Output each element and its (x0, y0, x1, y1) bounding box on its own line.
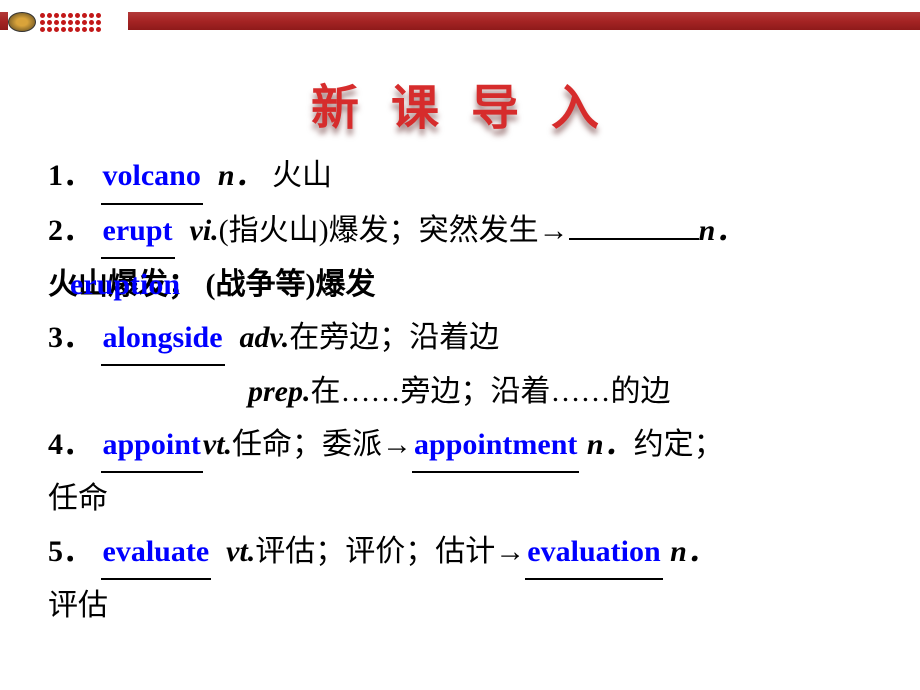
num: 3． (48, 321, 93, 354)
answer-word: erupt (101, 205, 175, 260)
answer-word: appoint (101, 419, 203, 474)
def: 约定； (634, 428, 724, 461)
pos: adv. (240, 321, 290, 354)
answer-word: alongside (101, 312, 225, 367)
slide-title: 新 课 导 入 (0, 68, 920, 138)
line-5: 5． evaluate vt.评估；评价；估计→evaluation n． (48, 526, 880, 581)
line-1: 1． volcano n． 火山 (48, 150, 880, 205)
line-3b: prep.在……旁边；沿着……的边 (248, 366, 880, 419)
def: (指火山)爆发；突然发生→ (219, 214, 569, 247)
num: 4． (48, 428, 93, 461)
num: 2． (48, 214, 93, 247)
answer-word: evaluation (525, 526, 662, 581)
answer-word: appointment (412, 419, 579, 474)
def: 评估 (48, 589, 108, 622)
pos: prep. (248, 375, 311, 408)
line-2: 2． erupt vi.(指火山)爆发；突然发生→ n． (48, 205, 880, 260)
num: 1． (48, 159, 93, 192)
pos: vt. (226, 535, 255, 568)
pos: n． (218, 159, 265, 192)
line-4: 4． appointvt.任命；委派→appointment n．约定； (48, 419, 880, 474)
def: 火山 (272, 159, 332, 192)
blank-line (569, 238, 699, 240)
overlap-answer: eruption (70, 259, 180, 312)
eye-icon (8, 12, 36, 32)
pos: n． (670, 535, 717, 568)
line-5b: 评估 (48, 580, 880, 633)
logo (8, 4, 128, 40)
pos: n． (587, 428, 634, 461)
answer-word: evaluate (101, 526, 212, 581)
pos: vi. (190, 214, 219, 247)
def: 在……旁边；沿着……的边 (311, 375, 671, 408)
line-2b: 火山爆发； eruption (战争等)爆发 (48, 259, 880, 312)
num: 5． (48, 535, 93, 568)
def: 任命 (48, 482, 108, 515)
dots-icon (40, 13, 101, 32)
pos: n． (699, 214, 746, 247)
def: (战争等)爆发 (206, 268, 376, 301)
pos: vt. (203, 428, 232, 461)
content-block: 1． volcano n． 火山 2． erupt vi.(指火山)爆发；突然发… (48, 150, 880, 633)
def: 在旁边；沿着边 (289, 321, 499, 354)
line-4b: 任命 (48, 473, 880, 526)
line-3: 3． alongside adv.在旁边；沿着边 (48, 312, 880, 367)
def: 任命；委派→ (232, 428, 412, 461)
answer-word: volcano (101, 150, 203, 205)
header-band (0, 12, 920, 30)
def: 评估；评价；估计→ (255, 535, 525, 568)
